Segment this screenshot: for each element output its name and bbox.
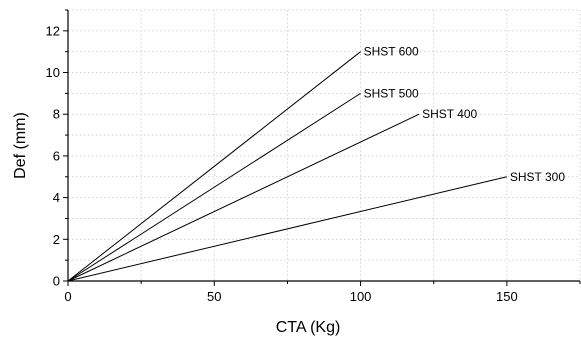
y-tick-label: 12: [46, 23, 60, 38]
x-tick-label: 100: [350, 289, 372, 304]
series-line: [67, 51, 361, 282]
y-tick-label: 6: [53, 148, 60, 163]
y-tick-label: 0: [53, 274, 60, 289]
y-tick-label: 8: [53, 107, 60, 122]
x-tick-label: 50: [207, 289, 221, 304]
series-label: SHST 500: [364, 86, 419, 100]
series-label: SHST 600: [364, 45, 419, 59]
series-line: [67, 113, 420, 282]
x-tick-label: 0: [64, 289, 71, 304]
grid: [68, 9, 581, 281]
y-tick-label: 2: [53, 232, 60, 247]
series-label: SHST 400: [422, 107, 477, 121]
series-line: [67, 176, 507, 282]
x-axis-title: CTA (Kg): [276, 319, 341, 336]
y-tick-label: 10: [46, 65, 60, 80]
y-tick-label: 4: [53, 190, 60, 205]
series-label: SHST 300: [510, 170, 565, 184]
x-tick-label: 150: [496, 289, 518, 304]
series-lines: [67, 51, 507, 282]
series-line: [67, 92, 361, 282]
axes: [67, 10, 580, 282]
y-axis-title: Def (mm): [12, 112, 29, 179]
ticks: 0 50 100 150 0 2 4 6 8 10 12: [46, 9, 581, 304]
